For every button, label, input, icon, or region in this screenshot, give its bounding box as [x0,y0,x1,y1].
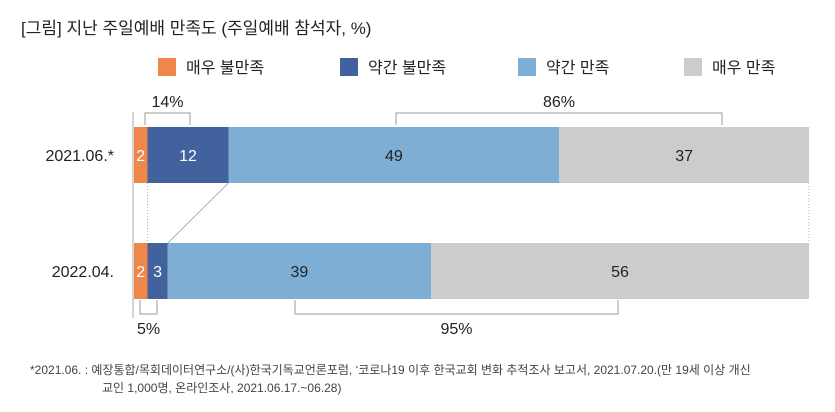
data-label: 39 [290,264,308,281]
bar-segment [167,243,431,299]
legend-swatch [158,58,176,76]
connector-line [167,182,229,244]
legend-swatch [684,58,702,76]
legend-label: 매우 만족 [712,59,775,77]
bar-segment [134,127,148,183]
bracket-label: 95% [440,321,472,338]
data-label: 12 [179,148,197,165]
legend-label: 매우 불만족 [186,59,264,77]
footnote-line-1: *2021.06. : 예장통합/목회데이터연구소/(사)한국기독교언론포럼, … [30,363,751,377]
bracket [144,112,191,125]
bar-segment [134,243,148,299]
bracket [294,300,619,315]
legend-swatch [518,58,536,76]
category-label: 2021.06.* [45,148,114,165]
legend-label: 약간 만족 [546,59,609,77]
footnote-line-2: 교인 1,000명, 온라인조사, 2021.06.17.~06.28) [102,381,342,395]
data-label: 49 [385,148,403,165]
bar-segment [147,243,168,299]
bracket-label: 14% [151,94,183,111]
bracket-label: 5% [137,321,160,338]
data-label: 2 [136,264,145,281]
bracket [395,112,723,125]
data-label: 3 [153,264,162,281]
legend-swatch [340,58,358,76]
footnote: *2021.06. : 예장통합/목회데이터연구소/(사)한국기독교언론포럼, … [30,361,751,397]
bar-segment [431,243,809,299]
data-label: 37 [675,148,693,165]
bracket [139,300,158,315]
chart-title: [그림] 지난 주일예배 만족도 (주일예배 참석자, %) [21,19,372,38]
legend-label: 약간 불만족 [368,59,446,77]
data-label: 2 [136,148,145,165]
data-label: 56 [611,264,629,281]
bar-segment [147,127,229,183]
category-label: 2022.04. [52,264,114,281]
bar-segment [228,127,560,183]
bracket-label: 86% [543,94,575,111]
bar-segment [559,127,809,183]
